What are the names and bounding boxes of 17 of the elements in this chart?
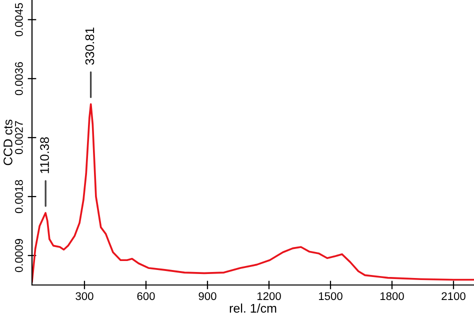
y-tick-label: 0.0009 [14, 239, 23, 272]
x-tick-label: 1800 [380, 292, 404, 300]
x-tick-label: 900 [198, 292, 216, 300]
x-tick-label: 1200 [257, 292, 281, 300]
y-tick-label: 0.0027 [14, 121, 23, 154]
x-tick-label: 2100 [442, 292, 466, 300]
line-series [32, 103, 474, 283]
y-tick-label: 0.0045 [14, 3, 23, 36]
x-tick-label: 300 [76, 292, 94, 300]
x-tick-label: 1500 [318, 292, 342, 300]
y-tick-label: 0.0018 [14, 180, 23, 214]
y-tick-label: 0.0036 [14, 62, 23, 96]
y-axis-title: CCD cts [4, 120, 12, 166]
x-axis-title: rel. 1/cm [230, 304, 276, 313]
annotation: 110.38 [40, 137, 49, 174]
annotation: 330.81 [85, 28, 94, 65]
x-tick-label: 600 [137, 292, 155, 300]
